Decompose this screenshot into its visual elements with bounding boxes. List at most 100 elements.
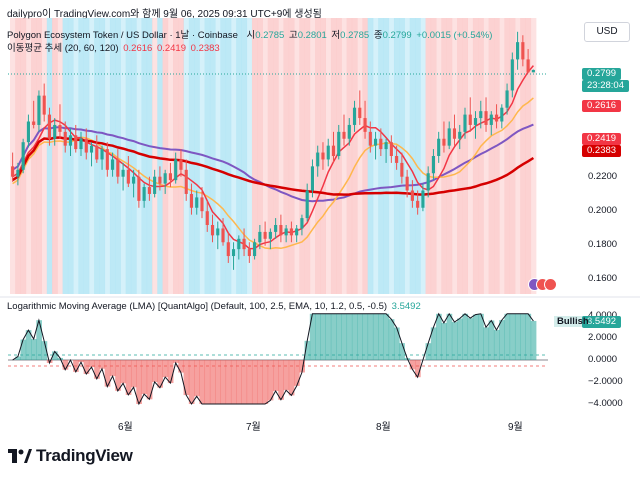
trend-band xyxy=(457,18,463,294)
candle-body xyxy=(216,228,220,236)
candle-body xyxy=(26,121,30,143)
lma-bar xyxy=(525,313,532,360)
candle-body xyxy=(316,152,320,167)
trend-band xyxy=(357,18,363,294)
trend-band xyxy=(62,18,69,294)
candle-body xyxy=(100,149,104,160)
price-axis-label: 0.2000 xyxy=(588,205,618,216)
lma-bar xyxy=(220,360,227,404)
trend-band xyxy=(41,18,48,294)
lma-bar xyxy=(136,360,142,404)
trend-band xyxy=(351,18,358,294)
lma-bar xyxy=(230,360,237,404)
candle-body xyxy=(410,190,414,201)
candle-body xyxy=(42,95,46,115)
lma-bar xyxy=(120,360,127,384)
price-axis-label: 0.2200 xyxy=(588,171,618,182)
last-price-tag: 0.2799 xyxy=(582,68,622,80)
trend-band xyxy=(467,18,474,294)
candle-body xyxy=(184,169,188,194)
candle-body xyxy=(263,231,267,239)
currency-button[interactable]: USD xyxy=(584,22,630,42)
candle-body xyxy=(500,107,504,122)
lma-bar xyxy=(278,360,284,400)
trend-band xyxy=(251,18,258,294)
candle-body xyxy=(179,159,183,170)
lma-bar xyxy=(99,360,106,369)
lma-bar xyxy=(493,329,500,360)
candle-body xyxy=(526,59,530,73)
trend-band xyxy=(220,18,227,294)
lma-bar xyxy=(409,360,416,370)
trend-band xyxy=(236,18,242,294)
candle-body xyxy=(284,228,288,236)
trend-band xyxy=(478,18,484,294)
lma-bar xyxy=(378,313,384,360)
candle-body xyxy=(132,176,136,184)
candle-body xyxy=(253,242,257,257)
lma-bar xyxy=(194,360,200,397)
lma-bar xyxy=(62,360,69,370)
candle-body xyxy=(463,114,467,132)
candle-body xyxy=(79,138,83,150)
candle-body xyxy=(84,138,88,153)
lma-bar xyxy=(204,360,211,404)
candle-body xyxy=(300,218,304,229)
trend-band xyxy=(246,18,253,294)
lma-axis-label: 2.0000 xyxy=(588,332,618,343)
us-flag-icon[interactable] xyxy=(544,278,557,291)
trend-band xyxy=(262,18,269,294)
close-label: 종 xyxy=(373,30,383,41)
candle-body xyxy=(200,197,204,212)
candle-body xyxy=(105,149,109,170)
lma-legend[interactable]: Logarithmic Moving Average (LMA) [QuantA… xyxy=(7,301,421,312)
lma-bar xyxy=(530,320,537,360)
candle-body xyxy=(337,131,341,156)
time-axis-label: 7월 xyxy=(246,422,261,433)
lma-bar xyxy=(83,360,90,374)
candle-body xyxy=(416,200,420,208)
trend-band xyxy=(525,18,532,294)
candle-body xyxy=(110,159,115,170)
candle-body xyxy=(205,211,209,225)
trend-band xyxy=(309,18,316,294)
candle-body xyxy=(32,121,36,125)
lma-bar xyxy=(52,351,58,360)
trend-band xyxy=(415,18,421,294)
trend-band xyxy=(130,18,137,294)
candle-body xyxy=(358,107,362,119)
lma-bar xyxy=(178,360,184,373)
lma-bar xyxy=(520,313,526,360)
candle-body xyxy=(458,131,462,139)
candle-body xyxy=(389,142,393,156)
lma-bar xyxy=(157,360,163,388)
trend-band xyxy=(288,18,295,294)
trend-band xyxy=(215,18,221,294)
candle-body xyxy=(305,190,309,219)
candle-body xyxy=(352,107,357,125)
lma-bar xyxy=(488,320,495,360)
ma-legend[interactable]: 이동평균 추세 (20, 60, 120) 0.2616 0.2419 0.23… xyxy=(7,40,220,54)
lma-bar xyxy=(183,360,190,396)
lma-bar xyxy=(115,360,121,391)
candle-body xyxy=(142,187,146,201)
trend-band xyxy=(451,18,458,294)
lma-bar xyxy=(20,339,27,360)
bullish-signal-label: Bullish xyxy=(554,316,592,327)
candle-body xyxy=(226,242,230,257)
candle-body xyxy=(331,145,336,156)
tradingview-logo[interactable]: TradingView xyxy=(8,446,133,466)
candle-body xyxy=(21,142,25,170)
lma-bar xyxy=(152,360,158,382)
ma60-tag: 0.2419 xyxy=(582,133,622,145)
candle-body xyxy=(326,145,330,160)
trend-band xyxy=(31,18,37,294)
trend-band xyxy=(120,18,127,294)
trend-band xyxy=(404,18,411,294)
candle-body xyxy=(489,114,493,125)
lma-bar xyxy=(241,360,248,404)
trend-band xyxy=(52,18,58,294)
lma-bar xyxy=(209,360,216,404)
trend-band xyxy=(283,18,290,294)
